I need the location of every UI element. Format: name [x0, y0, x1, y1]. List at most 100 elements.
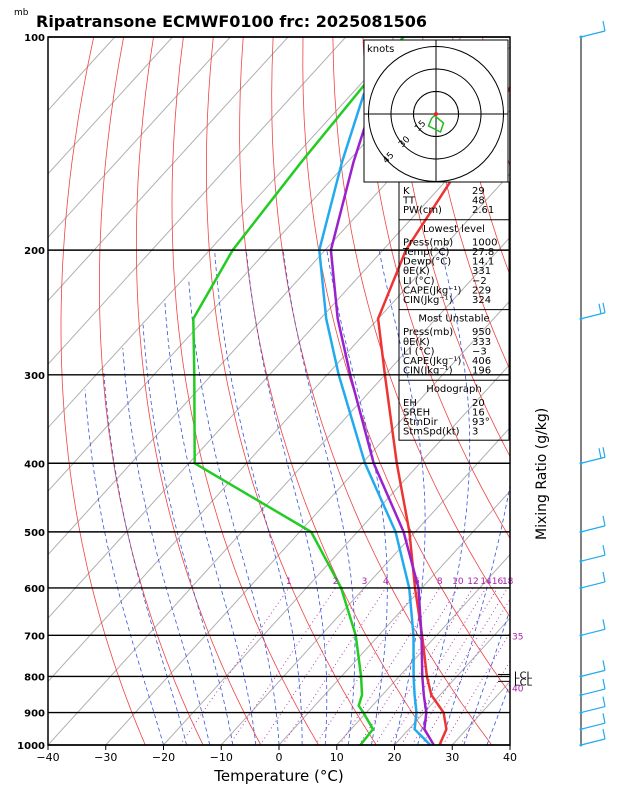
isotherm-line	[509, 744, 510, 745]
y-tick-label: 600	[24, 584, 45, 595]
x-tick-label: 30	[445, 751, 459, 764]
index-label: LI (°C)	[403, 346, 435, 357]
plot-background-lines	[48, 37, 618, 745]
moist-adiabat-line	[103, 369, 187, 745]
mixing-ratio-label: 14	[480, 577, 492, 587]
parcel-profile-line	[329, 92, 435, 745]
mixing-ratio-label: 4	[383, 577, 389, 587]
mixing-ratio-label: 6	[414, 577, 420, 587]
wind-barb	[580, 30, 606, 38]
wind-barb	[580, 706, 606, 714]
section-title: Hodograph	[426, 384, 481, 395]
wind-barb-dot	[579, 35, 583, 39]
index-value: 229	[472, 285, 491, 296]
index-value: 3	[472, 427, 478, 438]
y-tick-label: 1000	[17, 741, 45, 752]
mixing-ratio-label: 8	[437, 577, 443, 587]
wind-barb-flag	[602, 660, 606, 671]
index-value: 950	[472, 327, 491, 338]
isotherm-line	[105, 300, 510, 745]
wind-barb-dot	[579, 711, 583, 715]
x-tick-label: 20	[388, 751, 402, 764]
y-tick-label: 700	[24, 631, 45, 642]
x-tick-label: −20	[152, 751, 175, 764]
pressure-unit-label: mb	[14, 8, 29, 18]
dry-adiabat-line	[332, 37, 510, 618]
isotherm-line	[48, 37, 116, 112]
wind-barb	[580, 688, 606, 696]
index-label: CIN(Jkg⁻¹)	[403, 295, 453, 306]
wind-barb-flag	[602, 713, 606, 724]
index-value: 333	[472, 337, 491, 348]
mixing-ratio-label: 10	[452, 577, 464, 587]
index-label: Press(mb)	[403, 237, 453, 248]
wind-barb-flag	[598, 303, 602, 314]
mixing-ratio-line	[358, 587, 459, 745]
index-value: 324	[472, 295, 491, 306]
chart-title: Ripatransone ECMWF0100 frc: 2025081506	[36, 12, 427, 31]
index-label: CAPE(Jkg⁻¹)	[403, 356, 461, 367]
parcel-2-profile-line	[318, 92, 432, 745]
isotherm-line	[336, 553, 510, 745]
wind-barb-dot	[579, 461, 583, 465]
wind-barb-dot	[579, 317, 583, 321]
wind-barb-flag	[602, 515, 606, 526]
wind-barb-dot	[579, 674, 583, 678]
y-tick-label: 300	[24, 371, 45, 382]
index-label: Temp(°C)	[402, 247, 450, 258]
dry-adiabat-line	[512, 37, 618, 745]
isotherm-line	[48, 37, 404, 429]
index-value: 2.61	[472, 205, 494, 216]
y-tick-label: 800	[24, 672, 45, 683]
section-title: Most Unstable	[418, 314, 489, 325]
moist-adiabat-line	[378, 250, 426, 745]
wind-barb-dot	[579, 586, 583, 590]
x-tick-label: 40	[503, 751, 517, 764]
moist-adiabat-line	[326, 250, 388, 745]
wind-barb-dot	[579, 693, 583, 697]
isotherm-line	[163, 363, 510, 745]
index-label: Dewp(°C)	[403, 257, 451, 268]
mixing-ratio-label: 12	[467, 577, 478, 587]
wind-barb	[580, 669, 606, 677]
mixing-ratio-label: 16	[492, 577, 504, 587]
mixing-ratio-label: 3	[362, 577, 368, 587]
index-value: 48	[472, 196, 485, 207]
mixing-ratio-line	[229, 587, 336, 745]
x-tick-label: −30	[94, 751, 117, 764]
moist-adiabat-line	[214, 250, 303, 745]
isotherm-line	[48, 37, 289, 302]
mixing-ratio-axis-label: Mixing Ratio (g/kg)	[534, 408, 550, 540]
dry-adiabat-line	[542, 37, 618, 745]
wind-barb-flag	[602, 619, 606, 630]
mixing-ratio-label: 2	[333, 577, 339, 587]
wind-barb-flag	[602, 728, 606, 740]
dry-adiabat-line	[392, 37, 510, 458]
wind-barb-flag	[602, 545, 606, 556]
index-value: 93°	[472, 417, 490, 428]
section-title: Lowest level	[423, 224, 485, 235]
index-label: K	[403, 186, 410, 197]
mixing-ratio-line	[400, 587, 498, 745]
index-value: 14.1	[472, 257, 494, 268]
wind-barb	[580, 628, 606, 636]
x-tick-label: −10	[210, 751, 233, 764]
dry-adiabat-line	[302, 37, 510, 695]
dry-adiabat-line	[60, 37, 146, 745]
isotherm-line	[48, 37, 347, 365]
dry-adiabat-line	[205, 37, 377, 745]
x-axis-label: Temperature (°C)	[213, 767, 343, 785]
isotherm-line	[48, 37, 173, 175]
dry-adiabat-line	[602, 37, 618, 745]
mixing-ratio-label: 35	[512, 632, 523, 642]
index-label: TT	[402, 196, 416, 207]
isotherm-line	[48, 236, 510, 745]
index-label: θE(K)	[403, 266, 430, 277]
index-value: 406	[472, 356, 491, 367]
dry-adiabat-line	[171, 37, 319, 745]
wind-barb-dot	[579, 633, 583, 637]
table-frame	[398, 181, 510, 441]
index-label: Press(mb)	[403, 327, 453, 338]
